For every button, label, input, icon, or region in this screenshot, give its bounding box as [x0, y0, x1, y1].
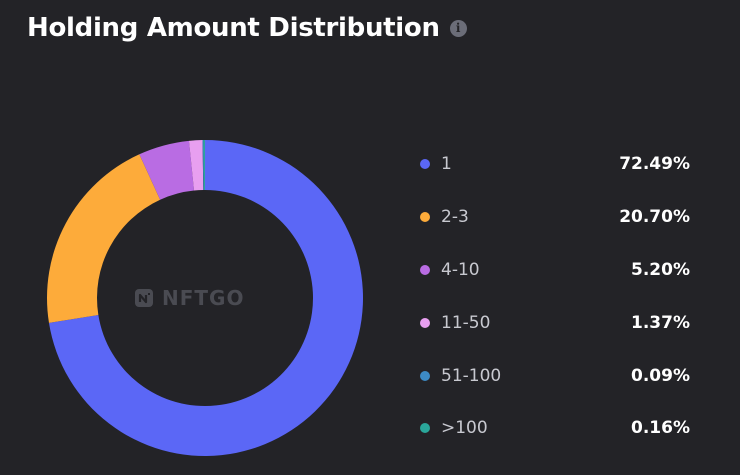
legend-dot [420, 370, 430, 381]
legend-dot [420, 159, 430, 170]
nftgo-watermark: NFTGO [134, 286, 244, 310]
chart-header: Holding Amount Distribution i [27, 8, 467, 48]
legend-value: 0.16% [631, 418, 690, 439]
watermark-text: NFTGO [162, 286, 245, 310]
legend-dot [420, 264, 430, 275]
legend-label: 11-50 [441, 312, 491, 333]
legend-label: 51-100 [441, 365, 502, 386]
legend-value: 5.20% [631, 259, 690, 280]
legend-value: 1.37% [631, 312, 690, 333]
legend-value: 72.49% [619, 154, 690, 175]
legend-item[interactable]: 4-10 5.20% [420, 244, 690, 297]
chart-title: Holding Amount Distribution [27, 13, 440, 43]
legend-label: 4-10 [441, 259, 480, 280]
donut-slice-6[interactable] [203, 140, 205, 191]
legend-item[interactable]: 2-3 20.70% [420, 191, 690, 244]
legend-item[interactable]: >100 0.16% [420, 402, 690, 455]
donut-slice-1[interactable] [48, 140, 364, 456]
legend-dot [420, 212, 430, 223]
legend-item[interactable]: 11-50 1.37% [420, 296, 690, 349]
legend-item[interactable]: 51-100 0.09% [420, 349, 690, 402]
chart-legend: 1 72.49% 2-3 20.70% 4-10 5.20% 11-50 1.37% 51-10… [420, 138, 690, 455]
legend-value: 20.70% [619, 207, 690, 228]
legend-item[interactable]: 1 72.49% [420, 138, 690, 191]
donut-slice-4[interactable] [188, 140, 204, 191]
legend-label: 1 [441, 154, 452, 175]
info-icon[interactable]: i [449, 19, 467, 37]
legend-dot [420, 423, 430, 434]
legend-value: 0.09% [631, 365, 690, 386]
legend-dot [420, 317, 430, 328]
donut-slice-2[interactable] [46, 154, 161, 323]
donut-slice-3[interactable] [139, 140, 195, 200]
donut-slice-5[interactable] [202, 140, 204, 191]
nftgo-logo-icon [135, 289, 153, 307]
legend-label: 2-3 [441, 207, 469, 228]
legend-label: >100 [441, 418, 488, 439]
